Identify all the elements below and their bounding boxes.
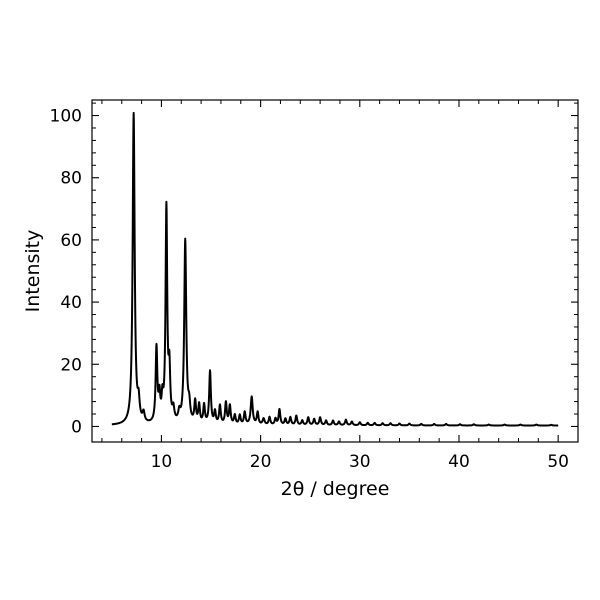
xrd-pattern-line: [111, 111, 559, 427]
x-tick-label: 40: [448, 452, 470, 472]
y-tick-label: 100: [50, 107, 82, 127]
y-tick-label: 20: [60, 355, 82, 375]
plot-area: [111, 111, 559, 427]
y-tick-label: 0: [71, 417, 82, 437]
x-tick-label: 10: [151, 452, 173, 472]
x-axis-label: 2θ / degree: [281, 478, 390, 500]
y-tick-label: 80: [60, 169, 82, 189]
y-axis-label: Intensity: [22, 230, 44, 313]
axes-frame: [91, 99, 579, 443]
y-tick-label: 40: [60, 293, 82, 313]
ticks: 10 20 30 40 50 0 20 40 60 80 100: [50, 100, 579, 472]
y-tick-label: 60: [60, 231, 82, 251]
x-tick-label: 50: [547, 452, 569, 472]
x-tick-label: 30: [349, 452, 371, 472]
x-tick-label: 20: [250, 452, 272, 472]
